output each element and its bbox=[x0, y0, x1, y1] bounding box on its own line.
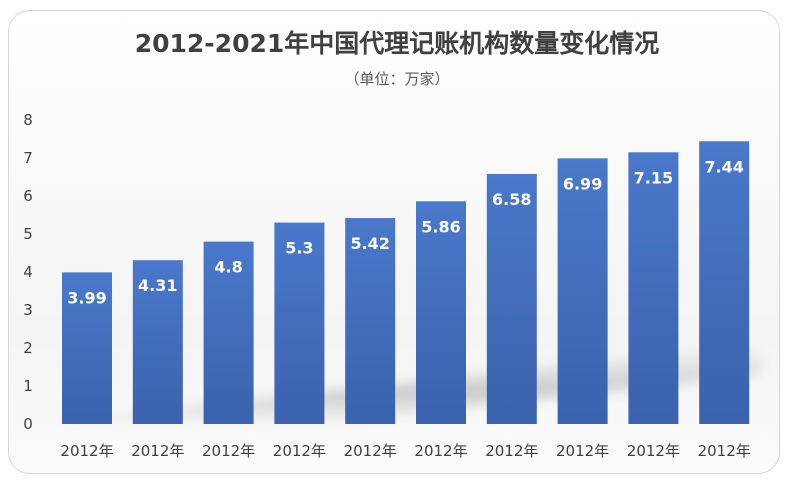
x-category-label: 2012年 bbox=[627, 442, 680, 460]
x-category-label: 2012年 bbox=[414, 442, 467, 460]
bar bbox=[62, 272, 112, 424]
data-label: 6.58 bbox=[492, 190, 531, 209]
y-tick-label: 7 bbox=[23, 149, 33, 167]
bar bbox=[274, 222, 325, 424]
x-category-label: 2012年 bbox=[273, 442, 326, 460]
y-tick-label: 5 bbox=[23, 225, 33, 243]
x-category-label: 2012年 bbox=[60, 442, 113, 460]
data-label: 5.42 bbox=[350, 234, 389, 253]
data-label: 4.8 bbox=[214, 258, 242, 277]
data-label: 7.15 bbox=[634, 168, 673, 187]
data-label: 6.99 bbox=[563, 174, 602, 193]
data-label: 5.3 bbox=[285, 239, 313, 258]
bar bbox=[416, 201, 466, 424]
y-tick-label: 2 bbox=[23, 339, 33, 357]
y-tick-label: 8 bbox=[23, 111, 33, 129]
bar bbox=[132, 260, 183, 424]
bar bbox=[628, 152, 679, 425]
y-tick-label: 0 bbox=[23, 415, 33, 433]
bar bbox=[345, 218, 396, 424]
chart-subtitle: （单位：万家） bbox=[344, 70, 449, 88]
data-label: 7.44 bbox=[704, 157, 743, 176]
chart-title: 2012-2021年中国代理记账机构数量变化情况 bbox=[135, 29, 660, 58]
bar bbox=[557, 158, 608, 424]
x-category-label: 2012年 bbox=[556, 442, 609, 460]
bar bbox=[486, 173, 537, 424]
y-tick-label: 4 bbox=[23, 263, 33, 281]
x-category-label: 2012年 bbox=[131, 442, 184, 460]
y-tick-label: 1 bbox=[23, 377, 33, 395]
y-tick-label: 6 bbox=[23, 187, 33, 205]
data-label: 5.86 bbox=[421, 217, 460, 236]
data-label: 3.99 bbox=[67, 288, 106, 307]
x-category-label: 2012年 bbox=[698, 442, 751, 460]
x-category-label: 2012年 bbox=[485, 442, 538, 460]
bar bbox=[699, 141, 750, 424]
y-tick-label: 3 bbox=[23, 301, 33, 319]
bar bbox=[203, 241, 254, 424]
x-category-label: 2012年 bbox=[202, 442, 255, 460]
x-category-label: 2012年 bbox=[344, 442, 397, 460]
data-label: 4.31 bbox=[138, 276, 177, 295]
